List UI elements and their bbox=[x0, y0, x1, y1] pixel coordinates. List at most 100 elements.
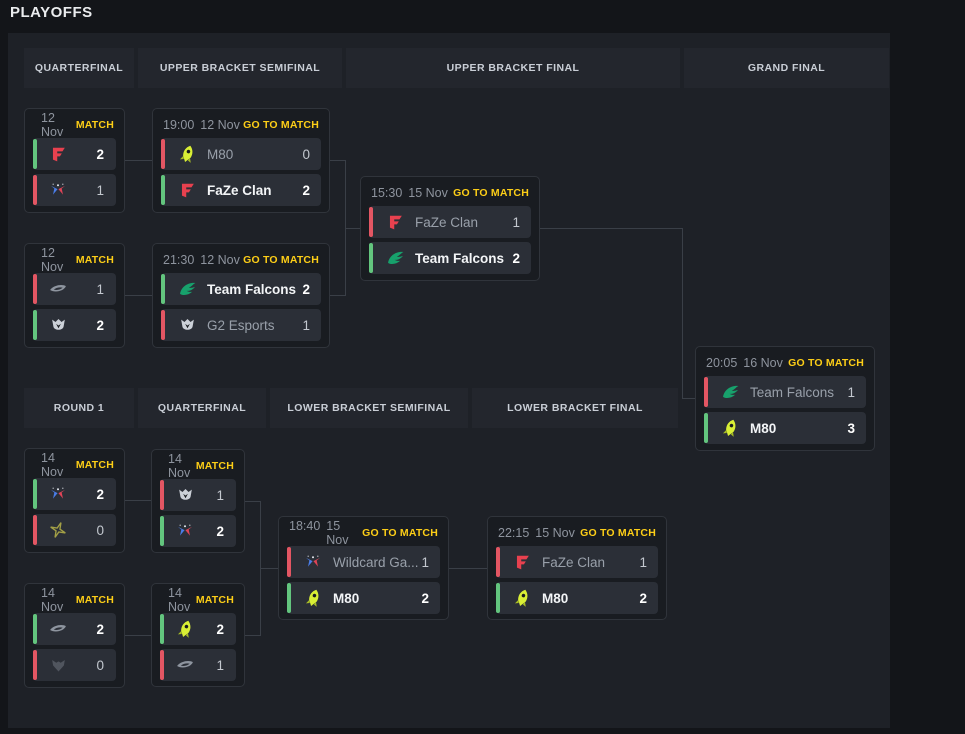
wildcard-logo-icon bbox=[174, 520, 196, 542]
falcons-logo-icon bbox=[719, 381, 741, 403]
result-accent-bar bbox=[369, 207, 373, 237]
g2-logo-icon bbox=[174, 484, 196, 506]
column-header-upper-bracket-final: UPPER BRACKET FINAL bbox=[346, 48, 680, 88]
team-row[interactable]: Team Falcons 2 bbox=[369, 242, 531, 274]
bracket-connector-line bbox=[245, 501, 261, 502]
team-row[interactable]: 1 bbox=[33, 273, 116, 305]
team-row[interactable]: Team Falcons 2 bbox=[161, 273, 321, 305]
column-header-lower-bracket-semifinal: LOWER BRACKET SEMIFINAL bbox=[270, 388, 468, 428]
team-row[interactable]: FaZe Clan 2 bbox=[161, 174, 321, 206]
match-schedule: 14 Nov bbox=[35, 586, 76, 614]
match-date: 14 Nov bbox=[168, 586, 191, 614]
bracket-connector-line bbox=[346, 228, 360, 229]
go-to-match-link[interactable]: GO TO MATCH bbox=[788, 357, 864, 369]
team-name: Team Falcons bbox=[750, 384, 835, 400]
team-row[interactable]: 2 bbox=[33, 613, 116, 645]
bracket-connector-line bbox=[330, 160, 346, 161]
match-card-upper-bracket-final: 15:30 15 Nov GO TO MATCH FaZe Clan 1 Tea… bbox=[360, 176, 540, 281]
wildcard-logo-icon bbox=[302, 551, 324, 573]
faze-logo-icon bbox=[176, 179, 198, 201]
bracket-connector-line bbox=[125, 160, 152, 161]
match-card-upper-semifinal-2: 21:30 12 Nov GO TO MATCH Team Falcons 2 … bbox=[152, 243, 330, 348]
team-row[interactable]: 2 bbox=[33, 478, 116, 510]
go-to-match-link[interactable]: GO TO MATCH bbox=[453, 187, 529, 199]
bracket-connector-line bbox=[125, 295, 152, 296]
result-accent-bar bbox=[33, 479, 37, 509]
team-score: 1 bbox=[639, 554, 647, 570]
secret-logo-icon bbox=[47, 278, 69, 300]
column-header-upper-bracket-semifinal: UPPER BRACKET SEMIFINAL bbox=[138, 48, 342, 88]
go-to-match-link[interactable]: GO TO MATCH bbox=[580, 527, 656, 539]
result-accent-bar bbox=[287, 583, 291, 613]
match-date: 14 Nov bbox=[41, 586, 64, 614]
team-name: FaZe Clan bbox=[415, 214, 479, 230]
m80-logo-icon bbox=[176, 143, 198, 165]
team-row[interactable]: 2 bbox=[33, 138, 116, 170]
team-score: 1 bbox=[216, 487, 224, 503]
team-row[interactable]: G2 Esports 1 bbox=[161, 309, 321, 341]
team-row[interactable]: 2 bbox=[33, 309, 116, 341]
go-to-match-link[interactable]: GO TO MATCH bbox=[243, 254, 319, 266]
match-header: 14 Nov MATCH bbox=[162, 586, 234, 614]
match-schedule: 12 Nov bbox=[35, 246, 76, 274]
result-accent-bar bbox=[287, 547, 291, 577]
match-card-lower-quarterfinal-2: 14 Nov MATCH 2 1 bbox=[151, 583, 245, 687]
m80-logo-icon bbox=[302, 587, 324, 609]
go-to-match-link[interactable]: MATCH bbox=[195, 594, 234, 606]
team-row[interactable]: 1 bbox=[160, 649, 236, 681]
team-row[interactable]: Team Falcons 1 bbox=[704, 376, 866, 408]
team-name: FaZe Clan bbox=[207, 182, 272, 198]
team-score: 1 bbox=[216, 657, 224, 673]
column-header-lower-bracket-final: LOWER BRACKET FINAL bbox=[472, 388, 678, 428]
team-row[interactable]: 0 bbox=[33, 514, 116, 546]
result-accent-bar bbox=[33, 139, 37, 169]
go-to-match-link[interactable]: MATCH bbox=[75, 254, 114, 266]
go-to-match-link[interactable]: MATCH bbox=[195, 460, 234, 472]
team-row[interactable]: 2 bbox=[160, 613, 236, 645]
team-row[interactable]: 0 bbox=[33, 649, 116, 681]
bracket-connector-line bbox=[245, 635, 261, 636]
match-header: 15:30 15 Nov GO TO MATCH bbox=[371, 184, 529, 202]
go-to-match-link[interactable]: GO TO MATCH bbox=[362, 527, 438, 539]
team-row[interactable]: M80 3 bbox=[704, 412, 866, 444]
go-to-match-link[interactable]: GO TO MATCH bbox=[243, 119, 319, 131]
team-row[interactable]: M80 0 bbox=[161, 138, 321, 170]
go-to-match-link[interactable]: MATCH bbox=[75, 119, 114, 131]
team-row[interactable]: 1 bbox=[33, 174, 116, 206]
result-accent-bar bbox=[33, 650, 37, 680]
team-row[interactable]: FaZe Clan 1 bbox=[369, 206, 531, 238]
team-score: 2 bbox=[421, 590, 429, 606]
team-row[interactable]: M80 2 bbox=[287, 582, 440, 614]
go-to-match-link[interactable]: MATCH bbox=[75, 594, 114, 606]
match-header: 21:30 12 Nov GO TO MATCH bbox=[163, 251, 319, 269]
match-date: 15 Nov bbox=[535, 526, 575, 540]
result-accent-bar bbox=[704, 413, 708, 443]
team-score: 0 bbox=[302, 146, 310, 162]
match-header: 14 Nov MATCH bbox=[35, 451, 114, 479]
match-schedule: 14 Nov bbox=[35, 451, 76, 479]
team-score: 2 bbox=[302, 281, 310, 297]
team-row[interactable]: Wildcard Ga... 1 bbox=[287, 546, 440, 578]
team-row[interactable]: M80 2 bbox=[496, 582, 658, 614]
result-accent-bar bbox=[160, 650, 164, 680]
team-score: 2 bbox=[96, 621, 104, 637]
result-accent-bar bbox=[160, 516, 164, 546]
match-header: 19:00 12 Nov GO TO MATCH bbox=[163, 116, 319, 134]
wildcard-logo-icon bbox=[47, 483, 69, 505]
team-row[interactable]: 2 bbox=[160, 515, 236, 547]
result-accent-bar bbox=[161, 274, 165, 304]
match-date: 12 Nov bbox=[41, 111, 64, 139]
go-to-match-link[interactable]: MATCH bbox=[75, 459, 114, 471]
page-title: PLAYOFFS bbox=[10, 4, 93, 21]
team-score: 2 bbox=[216, 523, 224, 539]
match-card-lower-round1-1: 14 Nov MATCH 2 0 bbox=[24, 448, 125, 553]
match-date: 12 Nov bbox=[200, 253, 240, 267]
team-name: M80 bbox=[207, 146, 234, 162]
team-score: 1 bbox=[96, 182, 104, 198]
g2-logo-icon bbox=[176, 314, 198, 336]
team-row[interactable]: FaZe Clan 1 bbox=[496, 546, 658, 578]
team-row[interactable]: 1 bbox=[160, 479, 236, 511]
match-date: 12 Nov bbox=[41, 246, 64, 274]
result-accent-bar bbox=[33, 515, 37, 545]
